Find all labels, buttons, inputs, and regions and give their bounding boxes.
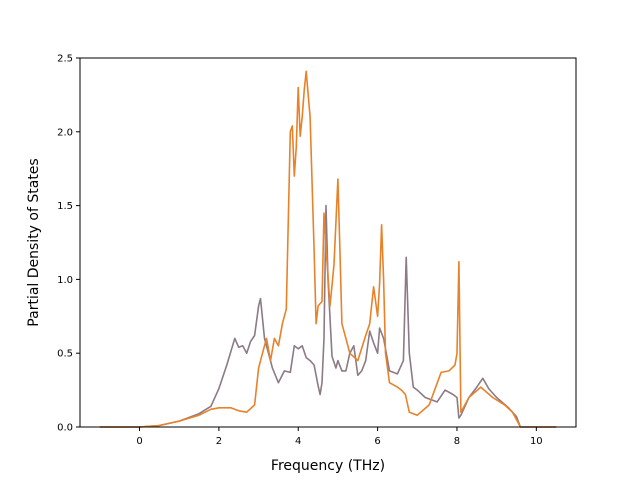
x-axis-label: Frequency (THz) xyxy=(271,458,385,474)
x-tick-label: 2 xyxy=(216,436,222,447)
y-tick-label: 2.0 xyxy=(57,127,73,138)
y-tick-label: 0.0 xyxy=(57,423,73,434)
y-tick-label: 1.5 xyxy=(57,201,73,212)
series-line-1 xyxy=(99,204,557,428)
x-tick-label: 8 xyxy=(454,436,460,447)
y-axis-ticks: 0.0 0.5 1.0 1.5 2.0 2.5 xyxy=(57,54,80,434)
x-tick-label: 0 xyxy=(136,436,142,447)
x-axis-ticks: 0 2 4 6 8 10 xyxy=(136,427,543,447)
x-tick-label: 10 xyxy=(530,436,543,447)
y-axis-label: Partial Density of States xyxy=(26,158,42,326)
x-tick-label: 4 xyxy=(295,436,301,447)
y-tick-label: 2.5 xyxy=(57,54,73,65)
series-line-2 xyxy=(99,70,557,428)
y-tick-label: 1.0 xyxy=(57,275,73,286)
y-tick-label: 0.5 xyxy=(57,349,73,360)
series-layer xyxy=(99,70,557,428)
x-tick-label: 6 xyxy=(374,436,380,447)
plot-frame xyxy=(79,57,577,428)
